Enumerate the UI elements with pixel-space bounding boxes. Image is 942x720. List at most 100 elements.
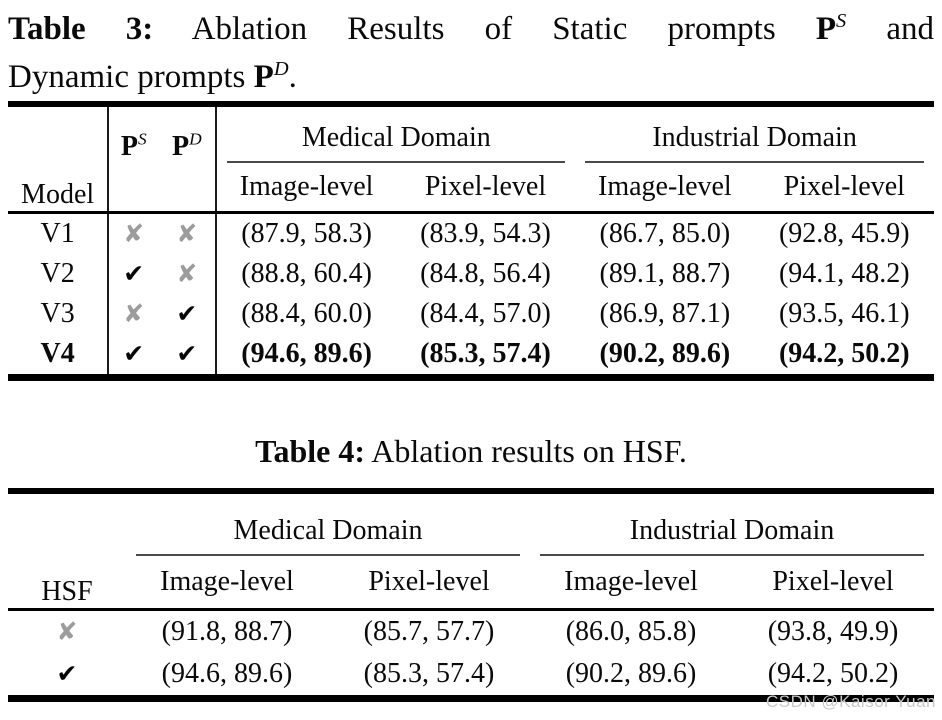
model-cell: V3 bbox=[8, 294, 110, 334]
result-cell: (94.2, 50.2) bbox=[767, 658, 899, 689]
table4-subheader-med-image: Image-level bbox=[126, 556, 328, 611]
check-icon: ✔ bbox=[123, 339, 145, 368]
result-cell: (91.8, 88.7) bbox=[161, 616, 293, 647]
result-cell: (88.4, 60.0) bbox=[241, 298, 372, 329]
pd-mark-cell: ✘ bbox=[158, 212, 218, 254]
model-cell: V1 bbox=[8, 212, 110, 254]
check-icon: ✔ bbox=[123, 259, 145, 288]
pd-math-symbol: PD bbox=[254, 59, 289, 95]
pd-superscript: D bbox=[273, 58, 289, 80]
table3-header-model: Model bbox=[8, 104, 110, 214]
table3-header-row-levels: Image-level Pixel-level Image-level Pixe… bbox=[8, 163, 934, 214]
cross-icon: ✘ bbox=[176, 219, 198, 248]
hsf-mark-cell: ✘ bbox=[8, 610, 126, 654]
table3-caption-text3: Dynamic prompts bbox=[8, 59, 246, 95]
cross-icon: ✘ bbox=[176, 259, 198, 288]
table4-caption-text: Ablation results on HSF. bbox=[371, 433, 687, 469]
table4: HSF Medical Domain Industrial Domain Ima… bbox=[8, 488, 935, 702]
table3-body: V1 ✘ ✘ (87.9, 58.3) (83.9, 54.3) (86.7, … bbox=[8, 212, 934, 378]
group-label-medical: Medical Domain bbox=[233, 515, 423, 546]
cross-icon: ✘ bbox=[123, 219, 145, 248]
result-cell: (84.4, 57.0) bbox=[420, 298, 551, 329]
table3-caption-period: . bbox=[288, 59, 297, 95]
table4-header: HSF Medical Domain Industrial Domain Ima… bbox=[8, 491, 935, 611]
cross-icon: ✘ bbox=[123, 299, 145, 328]
table3-header: Model PS PD Medical Domain Industrial Do… bbox=[8, 104, 934, 214]
table3-header-row-groups: Model PS PD Medical Domain Industrial Do… bbox=[8, 104, 934, 214]
table4-header-industrial-domain: Industrial Domain bbox=[530, 491, 934, 556]
table3-caption-line2: Dynamic prompts PD. bbox=[8, 53, 934, 101]
table4-caption: Table 4: Ablation results on HSF. bbox=[0, 427, 942, 475]
table4-subheader-ind-pixel: Pixel-level bbox=[732, 556, 935, 611]
result-cell: (86.9, 87.1) bbox=[599, 298, 731, 329]
result-cell: (94.2, 50.2) bbox=[778, 338, 910, 369]
result-cell: (89.1, 88.7) bbox=[599, 258, 731, 289]
table4-caption-label: Table 4: bbox=[255, 433, 366, 469]
table4-header-medical-domain: Medical Domain bbox=[126, 491, 530, 556]
model-cell: V2 bbox=[8, 254, 110, 294]
ps-mark-cell: ✔ bbox=[108, 254, 158, 294]
result-cell: (83.9, 54.3) bbox=[420, 218, 551, 249]
table3-caption-label: Table 3: bbox=[8, 11, 154, 47]
table3-header-spacer-ps bbox=[108, 163, 159, 214]
ps-mark-cell: ✘ bbox=[108, 213, 158, 255]
table3-row-v4: V4 ✔ ✔ (94.6, 89.6) (85.3, 57.4) (90.2, … bbox=[8, 334, 934, 378]
result-cell: (85.3, 57.4) bbox=[420, 338, 551, 369]
table4-header-row-groups: HSF Medical Domain Industrial Domain bbox=[8, 491, 934, 611]
model-cell: V4 bbox=[8, 334, 110, 378]
ps-base: P bbox=[815, 11, 836, 47]
table3-subheader-med-image: Image-level bbox=[216, 163, 396, 214]
ps-math-symbol: PS bbox=[816, 11, 846, 47]
ps-superscript: S bbox=[836, 10, 847, 32]
table4-header-hsf: HSF bbox=[8, 491, 126, 611]
result-cell: (86.0, 85.8) bbox=[565, 616, 697, 647]
cross-icon: ✘ bbox=[56, 617, 78, 646]
result-cell: (92.8, 45.9) bbox=[778, 218, 910, 249]
table3-caption-line1: Table 3: Ablation Results of Static prom… bbox=[8, 5, 934, 53]
result-cell: (94.1, 48.2) bbox=[778, 258, 910, 289]
result-cell: (85.3, 57.4) bbox=[363, 658, 495, 689]
pd-mark-cell: ✔ bbox=[158, 334, 218, 378]
result-cell: (94.6, 89.6) bbox=[161, 658, 293, 689]
ps-base: P bbox=[120, 131, 138, 162]
ps-superscript: S bbox=[137, 129, 147, 149]
table4-body: ✘ (91.8, 88.7) (85.7, 57.7) (86.0, 85.8)… bbox=[8, 610, 934, 699]
check-icon: ✔ bbox=[56, 659, 78, 688]
table3-row-v3: V3 ✘ ✔ (88.4, 60.0) (84.4, 57.0) (86.9, … bbox=[8, 294, 934, 334]
csdn-watermark: CSDN @Kaisor Yuan bbox=[765, 692, 936, 711]
result-cell: (93.8, 49.9) bbox=[767, 616, 899, 647]
table3-header-medical-domain: Medical Domain bbox=[216, 104, 575, 163]
group-label-industrial: Industrial Domain bbox=[652, 122, 857, 153]
result-cell: (87.9, 58.3) bbox=[241, 218, 372, 249]
table3-header-industrial-domain: Industrial Domain bbox=[575, 104, 934, 163]
check-icon: ✔ bbox=[176, 339, 198, 368]
table3: Model PS PD Medical Domain Industrial Do… bbox=[8, 101, 934, 381]
table3-subheader-med-pixel: Pixel-level bbox=[395, 163, 576, 214]
table4-subheader-med-pixel: Pixel-level bbox=[328, 556, 531, 611]
table3-header-pd: PD bbox=[158, 104, 218, 163]
table3-caption: Table 3: Ablation Results of Static prom… bbox=[0, 0, 942, 101]
result-cell: (94.6, 89.6) bbox=[241, 338, 372, 369]
table4-row-without-hsf: ✘ (91.8, 88.7) (85.7, 57.7) (86.0, 85.8)… bbox=[8, 610, 934, 654]
result-cell: (84.8, 56.4) bbox=[420, 258, 551, 289]
table3-header-spacer-pd bbox=[158, 163, 218, 214]
table4-header-row-levels: Image-level Pixel-level Image-level Pixe… bbox=[8, 556, 935, 611]
table3-caption-text2: and bbox=[886, 11, 935, 47]
pd-base: P bbox=[172, 131, 190, 162]
ps-mark-cell: ✔ bbox=[108, 334, 158, 378]
check-icon: ✔ bbox=[176, 299, 198, 328]
group-label-medical: Medical Domain bbox=[301, 122, 491, 153]
hsf-mark-cell: ✔ bbox=[8, 653, 126, 699]
result-cell: (90.2, 89.6) bbox=[599, 338, 731, 369]
table3-header-ps: PS bbox=[108, 104, 158, 163]
result-cell: (86.7, 85.0) bbox=[599, 218, 731, 249]
table3-row-v1: V1 ✘ ✘ (87.9, 58.3) (83.9, 54.3) (86.7, … bbox=[8, 212, 934, 255]
pd-superscript: D bbox=[189, 129, 202, 149]
ps-mark-cell: ✘ bbox=[108, 294, 158, 334]
table3-caption-text1: Ablation Results of Static prompts bbox=[191, 11, 776, 47]
table3-subheader-ind-image: Image-level bbox=[575, 163, 755, 214]
table3-subheader-ind-pixel: Pixel-level bbox=[754, 163, 934, 214]
result-cell: (93.5, 46.1) bbox=[778, 298, 910, 329]
pd-mark-cell: ✘ bbox=[158, 254, 218, 294]
